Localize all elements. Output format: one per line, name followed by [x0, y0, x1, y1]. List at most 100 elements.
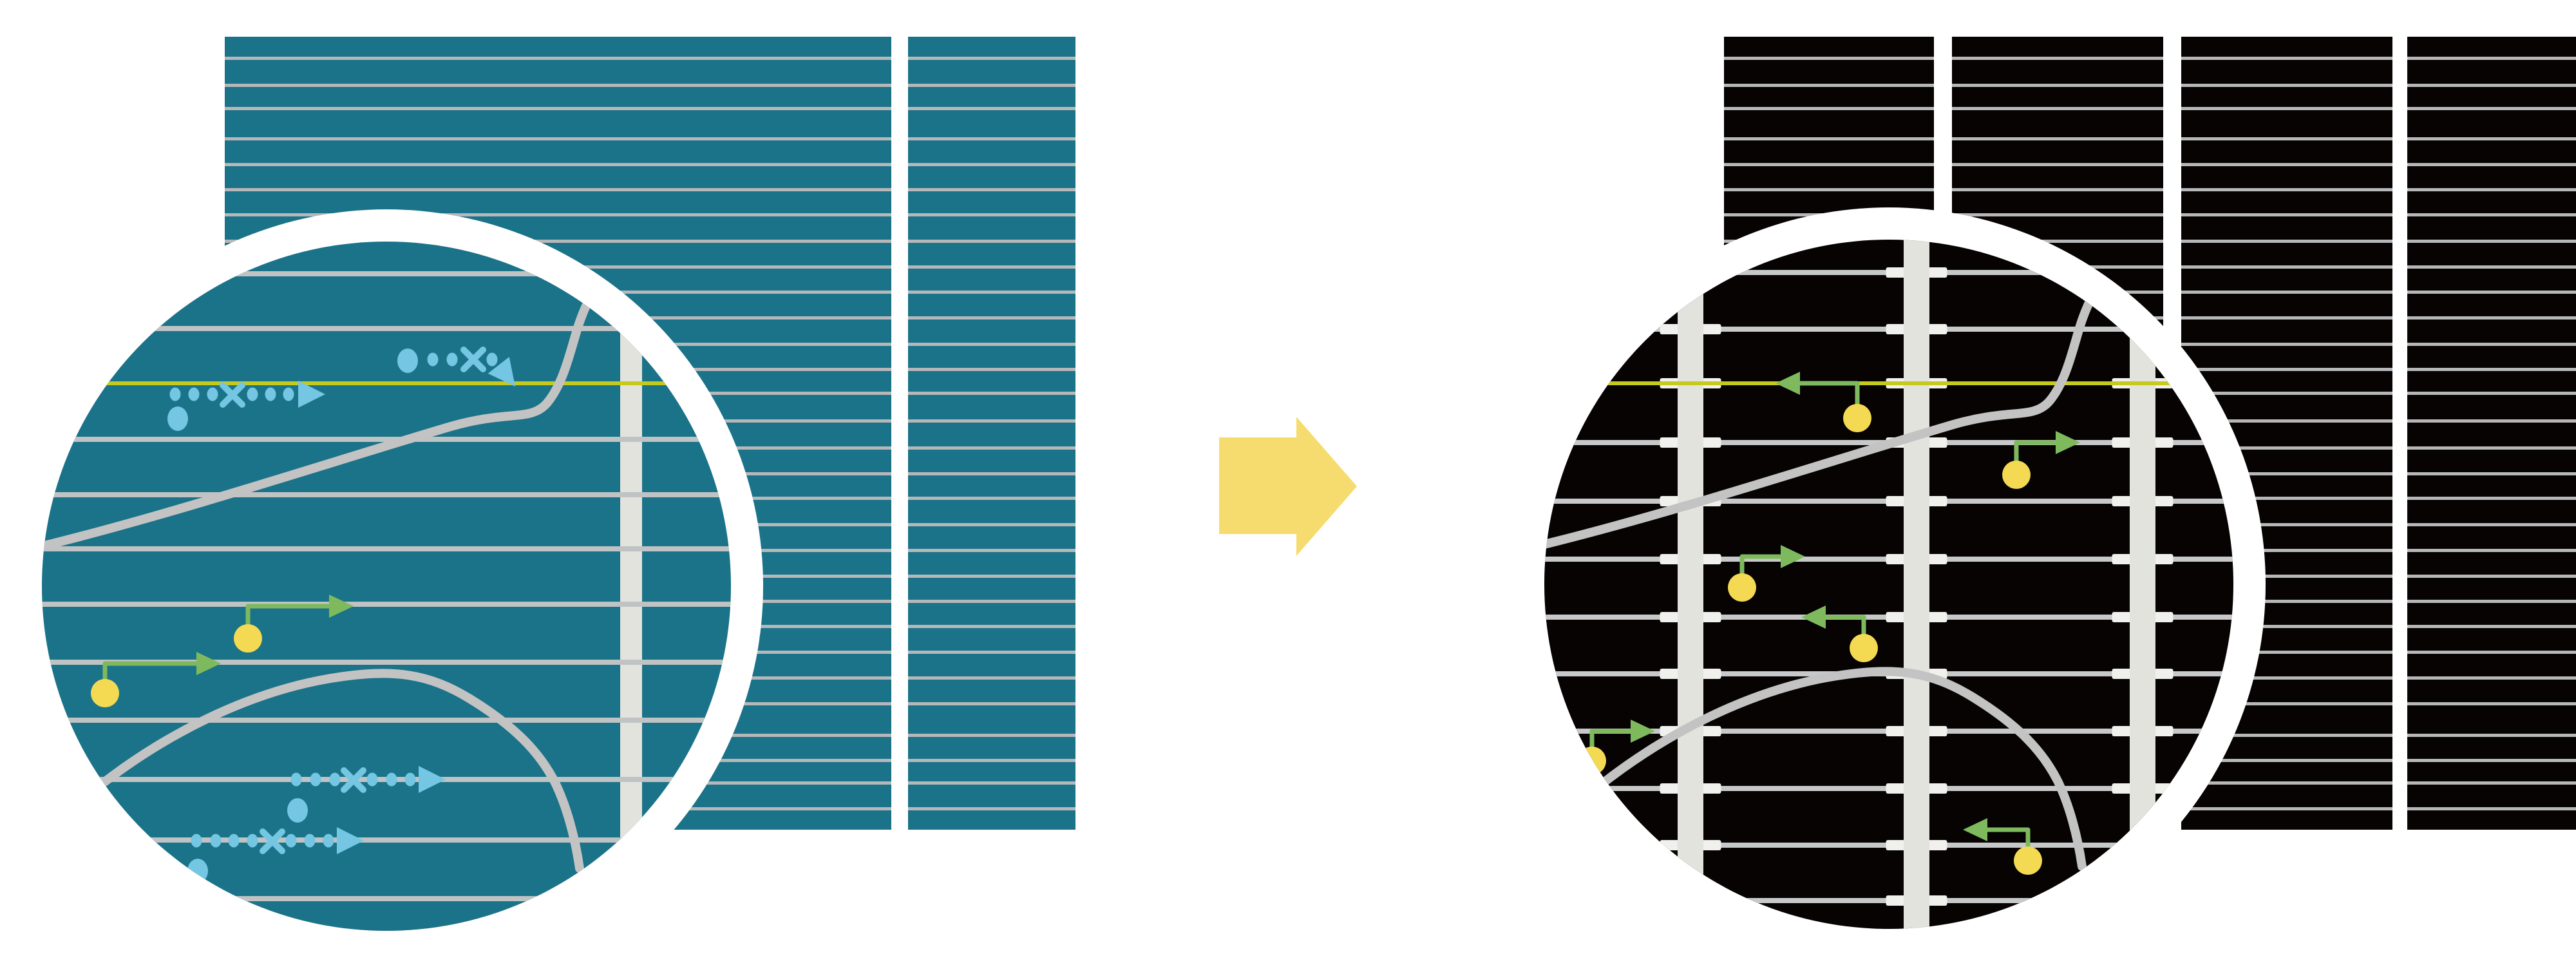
cell-finger-line — [2407, 523, 2576, 526]
trail-dot — [486, 352, 498, 367]
cell-finger-line — [225, 188, 891, 191]
cell-finger-line — [225, 57, 891, 60]
cell-finger-line — [2407, 316, 2576, 320]
cell-finger-line — [2181, 759, 2392, 762]
cell-finger-line — [908, 600, 1075, 603]
magnified-finger-line — [42, 837, 731, 843]
cell-finger-line — [2181, 676, 2392, 680]
collected-carrier — [1801, 606, 1878, 662]
transform-arrow-icon — [1219, 417, 1357, 556]
trail-dot — [329, 772, 341, 787]
cell-finger-line — [2407, 651, 2576, 654]
cell-finger-line — [2407, 84, 2576, 87]
cell-finger-line — [2181, 497, 2392, 500]
cell-finger-line — [908, 734, 1075, 737]
cell-finger-line — [2181, 781, 2392, 785]
cell-finger-line — [2407, 240, 2576, 243]
carrier-circle — [1843, 404, 1871, 432]
cell-finger-line — [2181, 343, 2392, 346]
left-magnifier — [10, 209, 763, 963]
carrier-circle — [91, 679, 119, 707]
cell-finger-line — [2181, 84, 2392, 87]
trail-arrowhead-icon — [419, 766, 446, 793]
cell-finger-line — [2407, 781, 2576, 785]
trail-dot — [404, 772, 416, 787]
blocked-carrier-trail — [187, 827, 364, 883]
cell-finger-line — [1724, 188, 1934, 191]
cell-finger-line — [908, 188, 1075, 191]
cell-finger-line — [1724, 107, 1934, 110]
magnified-busbar — [1904, 240, 1929, 929]
carrier-circle — [2002, 461, 2031, 489]
cell-finger-line — [908, 213, 1075, 216]
carrier-arrowhead-icon — [1631, 720, 1655, 743]
carrier-arrowhead-icon — [1801, 606, 1826, 629]
cell-finger-line — [2181, 107, 2392, 110]
cell-finger-line — [908, 651, 1075, 654]
cell-finger-line — [2181, 392, 2392, 395]
cell-finger-line — [908, 575, 1075, 578]
cell-finger-line — [225, 163, 891, 166]
cell-finger-line — [2181, 651, 2392, 654]
cell-finger-line — [908, 472, 1075, 475]
defect-x-icon — [220, 382, 245, 408]
cell-finger-line — [908, 291, 1075, 294]
cell-finger-line — [225, 213, 891, 216]
cell-finger-line — [908, 57, 1075, 60]
cell-finger-line — [2407, 213, 2576, 216]
cell-finger-line — [225, 240, 891, 243]
cell-finger-line — [2407, 163, 2576, 166]
cell-finger-line — [1952, 240, 2163, 243]
cell-finger-line — [2407, 702, 2576, 705]
collected-carrier — [1776, 372, 1871, 432]
trail-dot — [323, 834, 334, 848]
cell-finger-line — [2407, 446, 2576, 450]
magnified-busbar — [1678, 240, 1703, 929]
collected-carrier — [1728, 545, 1805, 602]
cell-finger-line — [2407, 807, 2576, 810]
magnified-finger-line — [42, 602, 731, 607]
right-cell-panel-section — [2407, 37, 2576, 830]
cell-finger-line — [2181, 188, 2392, 191]
cell-finger-line — [908, 419, 1075, 423]
trail-dot — [386, 772, 397, 787]
trail-dot — [290, 772, 302, 787]
cell-finger-line — [908, 807, 1075, 810]
cell-finger-line — [1952, 213, 2163, 216]
cell-finger-line — [2407, 57, 2576, 60]
cell-finger-line — [225, 84, 891, 87]
cell-finger-line — [2407, 392, 2576, 395]
cell-finger-line — [908, 240, 1075, 243]
cell-finger-line — [2181, 265, 2392, 269]
collected-carrier — [234, 595, 354, 653]
left-magnifier-content — [42, 242, 731, 931]
cell-finger-line — [908, 446, 1075, 450]
defect-x-icon — [460, 347, 486, 372]
cell-finger-line — [2407, 419, 2576, 423]
magnified-busbar — [620, 242, 642, 931]
magnified-finger-line — [42, 546, 731, 551]
trail-dot — [285, 834, 297, 848]
magnifier-cell-surface — [42, 242, 731, 931]
cell-finger-line — [2407, 188, 2576, 191]
cell-finger-line — [2181, 419, 2392, 423]
trail-arrowhead-icon — [337, 827, 364, 854]
cell-finger-line — [2407, 472, 2576, 475]
cell-finger-line — [2407, 575, 2576, 578]
magnified-finger-line — [42, 271, 731, 276]
trail-dot — [228, 834, 240, 848]
cell-finger-line — [2181, 472, 2392, 475]
cell-finger-line — [1952, 188, 2163, 191]
defect-x-icon — [341, 767, 366, 793]
cell-finger-line — [1952, 57, 2163, 60]
trail-dot — [283, 387, 294, 401]
cell-finger-line — [2181, 575, 2392, 578]
magnified-finger-line — [42, 492, 731, 497]
cell-finger-line — [908, 343, 1075, 346]
cell-finger-line — [2407, 368, 2576, 371]
cell-finger-line — [2181, 316, 2392, 320]
cell-finger-line — [2181, 625, 2392, 628]
cell-finger-line — [2407, 497, 2576, 500]
